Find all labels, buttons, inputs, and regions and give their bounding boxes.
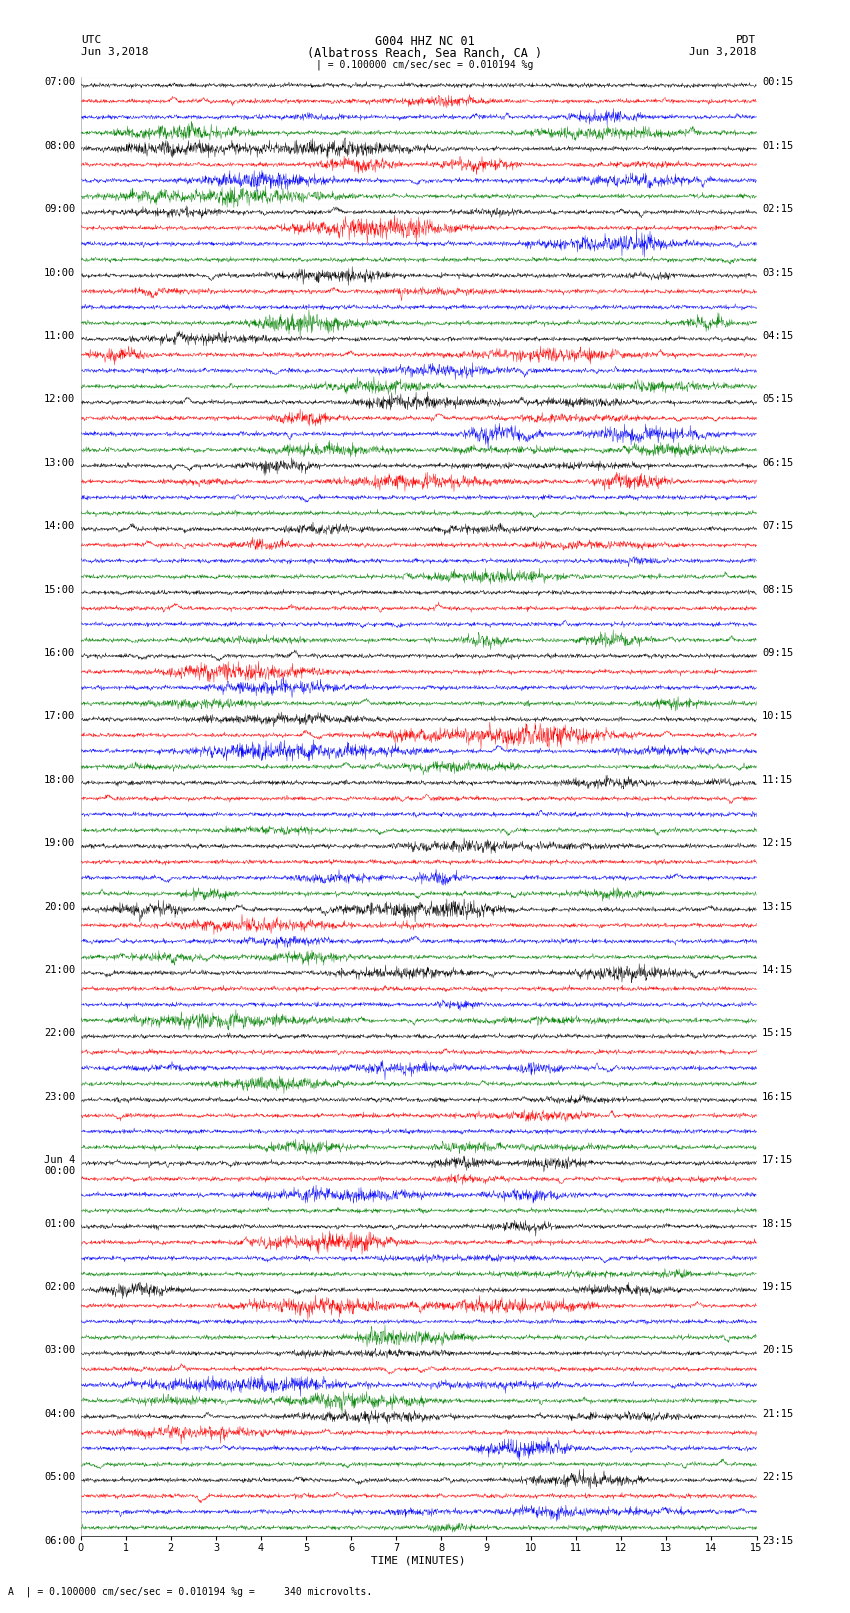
Text: 20:15: 20:15 xyxy=(762,1345,793,1355)
Text: 05:15: 05:15 xyxy=(762,395,793,405)
Text: 08:15: 08:15 xyxy=(762,584,793,595)
Text: 12:15: 12:15 xyxy=(762,839,793,848)
Text: 19:15: 19:15 xyxy=(762,1282,793,1292)
Text: 06:15: 06:15 xyxy=(762,458,793,468)
Text: | = 0.100000 cm/sec/sec = 0.010194 %g: | = 0.100000 cm/sec/sec = 0.010194 %g xyxy=(316,60,534,71)
Text: 15:00: 15:00 xyxy=(44,584,76,595)
Text: 02:00: 02:00 xyxy=(44,1282,76,1292)
Text: PDT: PDT xyxy=(736,35,756,45)
Text: 02:15: 02:15 xyxy=(762,205,793,215)
Text: 20:00: 20:00 xyxy=(44,902,76,911)
Text: 06:00: 06:00 xyxy=(44,1536,76,1545)
Text: (Albatross Reach, Sea Ranch, CA ): (Albatross Reach, Sea Ranch, CA ) xyxy=(308,47,542,60)
Text: 08:00: 08:00 xyxy=(44,140,76,152)
Text: 12:00: 12:00 xyxy=(44,395,76,405)
Text: 01:15: 01:15 xyxy=(762,140,793,152)
Text: 13:00: 13:00 xyxy=(44,458,76,468)
Text: 14:00: 14:00 xyxy=(44,521,76,531)
Text: 21:15: 21:15 xyxy=(762,1408,793,1419)
Text: 17:00: 17:00 xyxy=(44,711,76,721)
Text: 16:15: 16:15 xyxy=(762,1092,793,1102)
Text: 22:15: 22:15 xyxy=(762,1473,793,1482)
Text: G004 HHZ NC 01: G004 HHZ NC 01 xyxy=(375,35,475,48)
Text: 17:15: 17:15 xyxy=(762,1155,793,1165)
Text: 16:00: 16:00 xyxy=(44,648,76,658)
Text: 03:00: 03:00 xyxy=(44,1345,76,1355)
Text: 18:15: 18:15 xyxy=(762,1218,793,1229)
Text: 07:15: 07:15 xyxy=(762,521,793,531)
Text: 01:00: 01:00 xyxy=(44,1218,76,1229)
Text: 11:15: 11:15 xyxy=(762,774,793,786)
Text: 10:00: 10:00 xyxy=(44,268,76,277)
Text: 05:00: 05:00 xyxy=(44,1473,76,1482)
Text: 21:00: 21:00 xyxy=(44,965,76,974)
X-axis label: TIME (MINUTES): TIME (MINUTES) xyxy=(371,1555,466,1565)
Text: 03:15: 03:15 xyxy=(762,268,793,277)
Text: 10:15: 10:15 xyxy=(762,711,793,721)
Text: 04:00: 04:00 xyxy=(44,1408,76,1419)
Text: 09:15: 09:15 xyxy=(762,648,793,658)
Text: 15:15: 15:15 xyxy=(762,1029,793,1039)
Text: 19:00: 19:00 xyxy=(44,839,76,848)
Text: 09:00: 09:00 xyxy=(44,205,76,215)
Text: 23:00: 23:00 xyxy=(44,1092,76,1102)
Text: 14:15: 14:15 xyxy=(762,965,793,974)
Text: 18:00: 18:00 xyxy=(44,774,76,786)
Text: Jun 3,2018: Jun 3,2018 xyxy=(81,47,148,56)
Text: Jun 4
00:00: Jun 4 00:00 xyxy=(44,1155,76,1176)
Text: 04:15: 04:15 xyxy=(762,331,793,340)
Text: 22:00: 22:00 xyxy=(44,1029,76,1039)
Text: Jun 3,2018: Jun 3,2018 xyxy=(689,47,756,56)
Text: 23:15: 23:15 xyxy=(762,1536,793,1545)
Text: 00:15: 00:15 xyxy=(762,77,793,87)
Text: 13:15: 13:15 xyxy=(762,902,793,911)
Text: 07:00: 07:00 xyxy=(44,77,76,87)
Text: UTC: UTC xyxy=(81,35,101,45)
Text: A  | = 0.100000 cm/sec/sec = 0.010194 %g =     340 microvolts.: A | = 0.100000 cm/sec/sec = 0.010194 %g … xyxy=(8,1586,373,1597)
Text: 11:00: 11:00 xyxy=(44,331,76,340)
